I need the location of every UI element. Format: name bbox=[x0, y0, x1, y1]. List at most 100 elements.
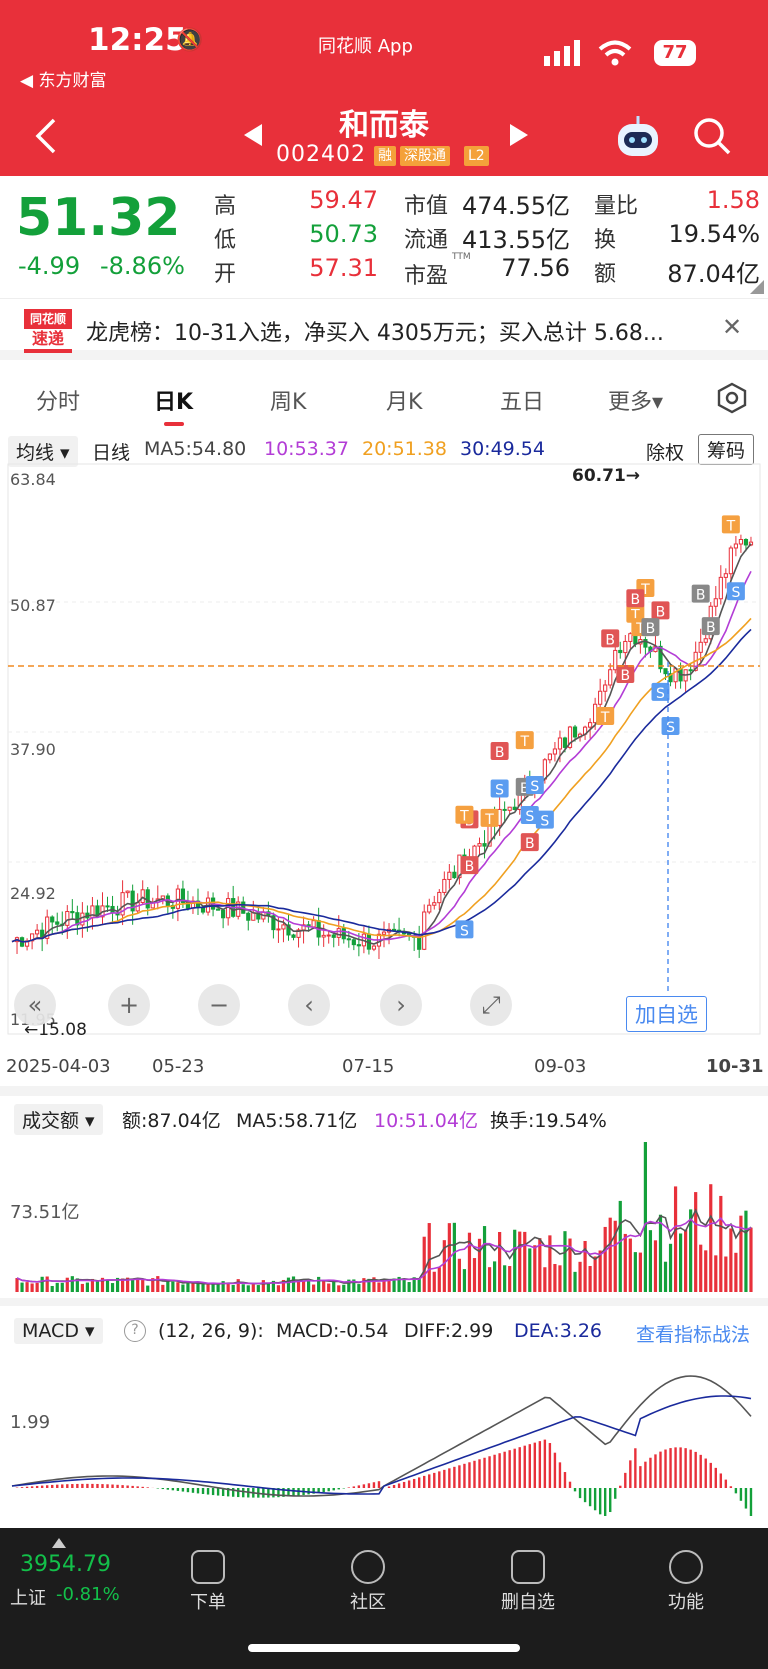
volume-bar bbox=[704, 1250, 708, 1292]
volume-bar bbox=[156, 1276, 160, 1292]
prev-stock-icon[interactable] bbox=[244, 124, 264, 146]
functions-button[interactable]: 功能 bbox=[636, 1550, 736, 1614]
volume-bar bbox=[593, 1256, 597, 1292]
volume-bar bbox=[427, 1223, 431, 1292]
help-icon[interactable]: ? bbox=[124, 1320, 146, 1342]
volume-bar bbox=[422, 1236, 426, 1292]
next-stock-icon[interactable] bbox=[508, 124, 528, 146]
current-price: 51.32 bbox=[16, 188, 181, 248]
indicator-strategy-link[interactable]: 查看指标战法 bbox=[636, 1324, 751, 1346]
battery-icon: 77 bbox=[654, 40, 696, 66]
index-value[interactable]: 3954.79 bbox=[20, 1552, 111, 1577]
volume-y-label: 73.51亿 bbox=[10, 1202, 80, 1223]
stock-code: 002402 bbox=[276, 142, 366, 167]
volume-bar bbox=[538, 1238, 542, 1292]
macd-bar bbox=[674, 1447, 677, 1488]
signal-marker-box bbox=[455, 805, 474, 824]
community-button[interactable]: 社区 bbox=[318, 1550, 418, 1614]
fuquan-label[interactable]: 除权 bbox=[646, 442, 685, 464]
volume-bar bbox=[689, 1209, 693, 1292]
functions-icon bbox=[669, 1550, 703, 1584]
macd-bar bbox=[744, 1488, 748, 1509]
volume-bar bbox=[100, 1277, 105, 1292]
macd-dea: DEA:3.26 bbox=[514, 1320, 603, 1342]
macd-value: MACD:-0.54 bbox=[276, 1320, 389, 1342]
volume-chart[interactable] bbox=[0, 1130, 768, 1296]
chouma-button[interactable]: 筹码 bbox=[698, 434, 755, 465]
tab-more[interactable]: 更多▾ bbox=[608, 390, 664, 415]
tab-monthly-k[interactable]: 月K bbox=[386, 390, 423, 415]
macd-bar bbox=[749, 1488, 753, 1516]
volume-bar bbox=[668, 1243, 673, 1292]
volume-bar bbox=[186, 1282, 190, 1292]
tab-intraday[interactable]: 分时 bbox=[36, 390, 81, 415]
macd-chart[interactable] bbox=[0, 1346, 768, 1516]
candle-body bbox=[477, 843, 482, 847]
macd-bar bbox=[543, 1439, 547, 1488]
rewind-button[interactable]: « bbox=[14, 984, 56, 1026]
date-label-3: 07-15 bbox=[342, 1056, 395, 1077]
volume-bar bbox=[171, 1281, 175, 1292]
candle-body bbox=[130, 890, 135, 912]
volume-bar bbox=[110, 1283, 115, 1292]
macd-bar bbox=[407, 1480, 411, 1488]
volume-bar bbox=[699, 1244, 703, 1292]
volume-turnover: 换手:19.54% bbox=[490, 1110, 607, 1132]
candle-body bbox=[688, 669, 693, 672]
candle-body bbox=[447, 871, 452, 880]
macd-bar bbox=[664, 1449, 667, 1488]
signal-marker-box bbox=[480, 808, 499, 827]
indicator-dropdown[interactable]: 均线 ▾ bbox=[8, 436, 78, 467]
tab-daily-k[interactable]: 日K bbox=[154, 390, 194, 415]
macd-bar bbox=[739, 1488, 743, 1501]
settings-hex-icon[interactable] bbox=[716, 382, 748, 414]
zoom-in-button[interactable]: + bbox=[108, 984, 150, 1026]
scroll-right-button[interactable]: › bbox=[380, 984, 422, 1026]
news-logo-bottom: 速递 bbox=[24, 329, 72, 349]
candle-body bbox=[547, 753, 552, 761]
macd-bars bbox=[15, 1439, 753, 1516]
remove-watchlist-button[interactable]: 删自选 bbox=[478, 1550, 578, 1614]
order-icon bbox=[191, 1550, 225, 1584]
fullscreen-button[interactable]: ⤢ bbox=[470, 984, 512, 1026]
macd-bar bbox=[478, 1459, 481, 1488]
volume-bar bbox=[377, 1282, 381, 1292]
volume-bar bbox=[332, 1281, 336, 1292]
macd-bar bbox=[76, 1483, 79, 1488]
candle-body bbox=[336, 928, 341, 938]
volume-bar bbox=[553, 1263, 557, 1292]
signal-marker-box bbox=[515, 731, 534, 750]
volume-bar bbox=[276, 1285, 281, 1292]
robot-assistant-icon[interactable] bbox=[614, 116, 662, 158]
volume-bar bbox=[503, 1265, 507, 1292]
add-watchlist-button[interactable]: 加自选 bbox=[626, 996, 707, 1032]
macd-bar bbox=[614, 1488, 617, 1499]
expand-corner-icon[interactable] bbox=[750, 280, 764, 294]
candle-body bbox=[588, 722, 593, 728]
volume-bar bbox=[211, 1284, 215, 1292]
macd-bar bbox=[25, 1486, 29, 1488]
back-to-app[interactable]: ◀ 东方财富 bbox=[20, 71, 107, 91]
volume-indicator-dropdown[interactable]: 成交额 ▾ bbox=[14, 1104, 103, 1135]
order-button[interactable]: 下单 bbox=[158, 1550, 258, 1614]
candle-body bbox=[50, 916, 55, 923]
kline-chart[interactable]: BSTBSTBBSTBSTBBSTBSTBBSTBSTB bbox=[0, 462, 768, 1042]
macd-bar bbox=[679, 1447, 682, 1488]
news-banner[interactable]: 同花顺 速递 龙虎榜：10-31入选，净买入 4305万元；买入总计 5.68.… bbox=[0, 298, 768, 360]
search-icon[interactable] bbox=[692, 116, 732, 156]
macd-bar bbox=[624, 1472, 627, 1488]
tab-weekly-k[interactable]: 周K bbox=[270, 390, 307, 415]
scroll-left-button[interactable]: ‹ bbox=[288, 984, 330, 1026]
close-icon[interactable]: ✕ bbox=[722, 313, 743, 341]
volume-bar bbox=[60, 1282, 64, 1292]
macd-indicator-dropdown[interactable]: MACD ▾ bbox=[14, 1318, 103, 1344]
back-icon[interactable] bbox=[34, 116, 58, 156]
volume-bar bbox=[638, 1252, 642, 1292]
macd-bar bbox=[568, 1481, 572, 1488]
zoom-out-button[interactable]: − bbox=[198, 984, 240, 1026]
macd-bar bbox=[272, 1488, 275, 1498]
open-label: 开 bbox=[214, 262, 237, 287]
volume-bar bbox=[191, 1283, 195, 1292]
candle-body bbox=[125, 890, 130, 894]
tab-five-day[interactable]: 五日 bbox=[500, 390, 545, 415]
